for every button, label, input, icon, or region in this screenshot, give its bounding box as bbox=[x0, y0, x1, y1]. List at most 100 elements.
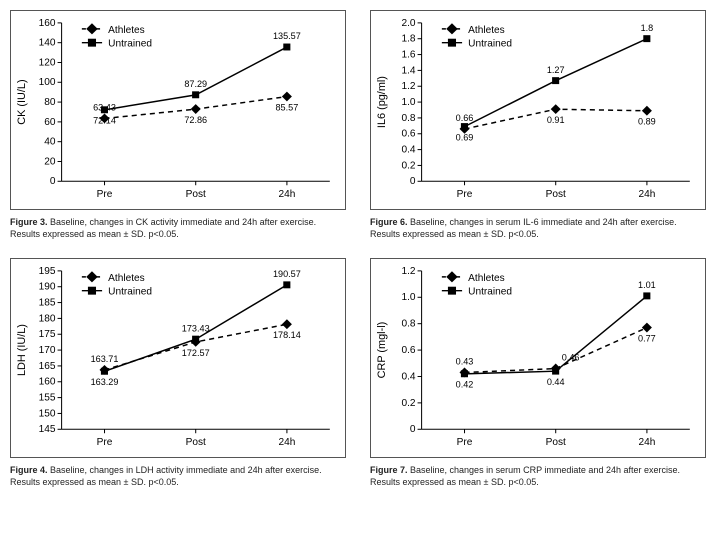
caption-text: Baseline, changes in serum IL-6 immediat… bbox=[370, 217, 677, 239]
svg-text:0.43: 0.43 bbox=[456, 357, 474, 367]
svg-text:0: 0 bbox=[410, 176, 416, 187]
svg-text:0: 0 bbox=[50, 176, 56, 187]
svg-text:85.57: 85.57 bbox=[276, 103, 299, 113]
svg-text:0.6: 0.6 bbox=[401, 345, 415, 356]
svg-text:24h: 24h bbox=[278, 189, 295, 200]
svg-text:0.8: 0.8 bbox=[401, 319, 415, 330]
svg-text:24h: 24h bbox=[278, 437, 295, 448]
svg-text:120: 120 bbox=[39, 58, 56, 69]
chart-fig4: 145 150 155 160 165 170 175 180 185 190 195 Pre Post… bbox=[10, 258, 346, 458]
svg-text:140: 140 bbox=[39, 38, 56, 49]
svg-text:1.4: 1.4 bbox=[401, 65, 415, 76]
svg-text:1.8: 1.8 bbox=[641, 23, 654, 33]
svg-text:175: 175 bbox=[39, 330, 56, 341]
caption-bold: Figure 4. bbox=[10, 465, 48, 475]
svg-text:Athletes: Athletes bbox=[468, 25, 505, 36]
svg-text:190: 190 bbox=[39, 282, 56, 293]
svg-text:72.14: 72.14 bbox=[93, 116, 116, 126]
svg-text:0.6: 0.6 bbox=[401, 129, 415, 140]
svg-text:Untrained: Untrained bbox=[468, 287, 512, 298]
svg-text:2.0: 2.0 bbox=[401, 18, 415, 29]
svg-text:190.57: 190.57 bbox=[273, 269, 301, 279]
svg-text:Pre: Pre bbox=[457, 189, 473, 200]
svg-text:1.2: 1.2 bbox=[401, 81, 415, 92]
svg-text:72.86: 72.86 bbox=[184, 115, 207, 125]
caption-bold: Figure 7. bbox=[370, 465, 408, 475]
panel-fig6: 00.20.40.60.81.01.21.41.61.82.0PrePost24… bbox=[370, 10, 706, 240]
svg-text:Untrained: Untrained bbox=[108, 39, 152, 50]
svg-text:Post: Post bbox=[546, 437, 566, 448]
svg-text:Post: Post bbox=[546, 189, 566, 200]
svg-text:178.14: 178.14 bbox=[273, 331, 301, 341]
svg-text:Post: Post bbox=[186, 189, 206, 200]
svg-text:0: 0 bbox=[410, 425, 416, 436]
svg-text:1.0: 1.0 bbox=[401, 293, 415, 304]
svg-text:Athletes: Athletes bbox=[108, 273, 145, 284]
panel-fig7: 0 0.2 0.4 0.6 0.8 1.0 1.2 Pre Post 24h CRP (mgl-l)… bbox=[370, 258, 706, 488]
chart-fig6: 00.20.40.60.81.01.21.41.61.82.0PrePost24… bbox=[370, 10, 706, 210]
svg-text:185: 185 bbox=[39, 298, 56, 309]
svg-text:40: 40 bbox=[44, 137, 56, 148]
svg-text:Untrained: Untrained bbox=[108, 287, 152, 298]
svg-text:1.8: 1.8 bbox=[401, 34, 415, 45]
svg-text:0.2: 0.2 bbox=[401, 398, 415, 409]
svg-text:LDH (IU/L): LDH (IU/L) bbox=[16, 324, 28, 376]
panel-fig3: 020406080100120140160PrePost24hCK (IU/L)… bbox=[10, 10, 346, 240]
svg-text:0.42: 0.42 bbox=[456, 380, 474, 390]
svg-text:24h: 24h bbox=[638, 437, 655, 448]
svg-text:160: 160 bbox=[39, 18, 56, 29]
svg-text:60: 60 bbox=[44, 117, 56, 128]
caption-bold: Figure 3. bbox=[10, 217, 48, 227]
svg-text:1.27: 1.27 bbox=[547, 65, 565, 75]
svg-text:155: 155 bbox=[39, 393, 56, 404]
caption-text: Baseline, changes in CK activity immedia… bbox=[10, 217, 316, 239]
svg-text:172.57: 172.57 bbox=[182, 348, 210, 358]
svg-text:1.01: 1.01 bbox=[638, 280, 656, 290]
caption-text: Baseline, changes in LDH activity immedi… bbox=[10, 465, 322, 487]
svg-text:Pre: Pre bbox=[457, 437, 473, 448]
svg-text:173.43: 173.43 bbox=[182, 324, 210, 334]
svg-text:1.0: 1.0 bbox=[401, 97, 415, 108]
svg-text:Untrained: Untrained bbox=[468, 39, 512, 50]
svg-text:IL6 (pg/ml): IL6 (pg/ml) bbox=[376, 76, 388, 128]
svg-text:1.6: 1.6 bbox=[401, 50, 415, 61]
caption-bold: Figure 6. bbox=[370, 217, 408, 227]
svg-text:CK (IU/L): CK (IU/L) bbox=[16, 79, 28, 124]
caption-fig4: Figure 4. Baseline, changes in LDH activ… bbox=[10, 464, 346, 488]
svg-text:CRP (mgl-l): CRP (mgl-l) bbox=[376, 322, 388, 379]
caption-fig6: Figure 6. Baseline, changes in serum IL-… bbox=[370, 216, 706, 240]
svg-text:20: 20 bbox=[44, 157, 56, 168]
chart-fig7: 0 0.2 0.4 0.6 0.8 1.0 1.2 Pre Post 24h CRP (mgl-l)… bbox=[370, 258, 706, 458]
svg-text:0.66: 0.66 bbox=[456, 113, 474, 123]
svg-text:0.89: 0.89 bbox=[638, 117, 656, 127]
svg-text:Post: Post bbox=[186, 437, 206, 448]
svg-text:87.29: 87.29 bbox=[184, 79, 207, 89]
svg-text:163.71: 163.71 bbox=[91, 354, 119, 364]
svg-text:160: 160 bbox=[39, 377, 56, 388]
svg-text:170: 170 bbox=[39, 345, 56, 356]
svg-text:80: 80 bbox=[44, 97, 56, 108]
svg-text:150: 150 bbox=[39, 409, 56, 420]
svg-text:Pre: Pre bbox=[97, 437, 113, 448]
svg-text:0.2: 0.2 bbox=[401, 160, 415, 171]
panel-fig4: 145 150 155 160 165 170 175 180 185 190 195 Pre Post… bbox=[10, 258, 346, 488]
svg-text:0.4: 0.4 bbox=[401, 372, 415, 383]
svg-text:0.69: 0.69 bbox=[456, 133, 474, 143]
svg-text:0.77: 0.77 bbox=[638, 334, 656, 344]
caption-fig7: Figure 7. Baseline, changes in serum CRP… bbox=[370, 464, 706, 488]
caption-fig3: Figure 3. Baseline, changes in CK activi… bbox=[10, 216, 346, 240]
svg-text:0.4: 0.4 bbox=[401, 145, 415, 156]
svg-text:195: 195 bbox=[39, 266, 56, 277]
svg-text:1.2: 1.2 bbox=[401, 266, 415, 277]
svg-text:0.8: 0.8 bbox=[401, 113, 415, 124]
svg-text:165: 165 bbox=[39, 361, 56, 372]
svg-text:Athletes: Athletes bbox=[468, 273, 505, 284]
chart-fig3: 020406080100120140160PrePost24hCK (IU/L)… bbox=[10, 10, 346, 210]
caption-text: Baseline, changes in serum CRP immediate… bbox=[370, 465, 680, 487]
svg-text:180: 180 bbox=[39, 314, 56, 325]
svg-text:163.29: 163.29 bbox=[91, 378, 119, 388]
svg-text:0.44: 0.44 bbox=[547, 377, 565, 387]
svg-text:145: 145 bbox=[39, 425, 56, 436]
svg-text:100: 100 bbox=[39, 77, 56, 88]
svg-text:Athletes: Athletes bbox=[108, 25, 145, 36]
